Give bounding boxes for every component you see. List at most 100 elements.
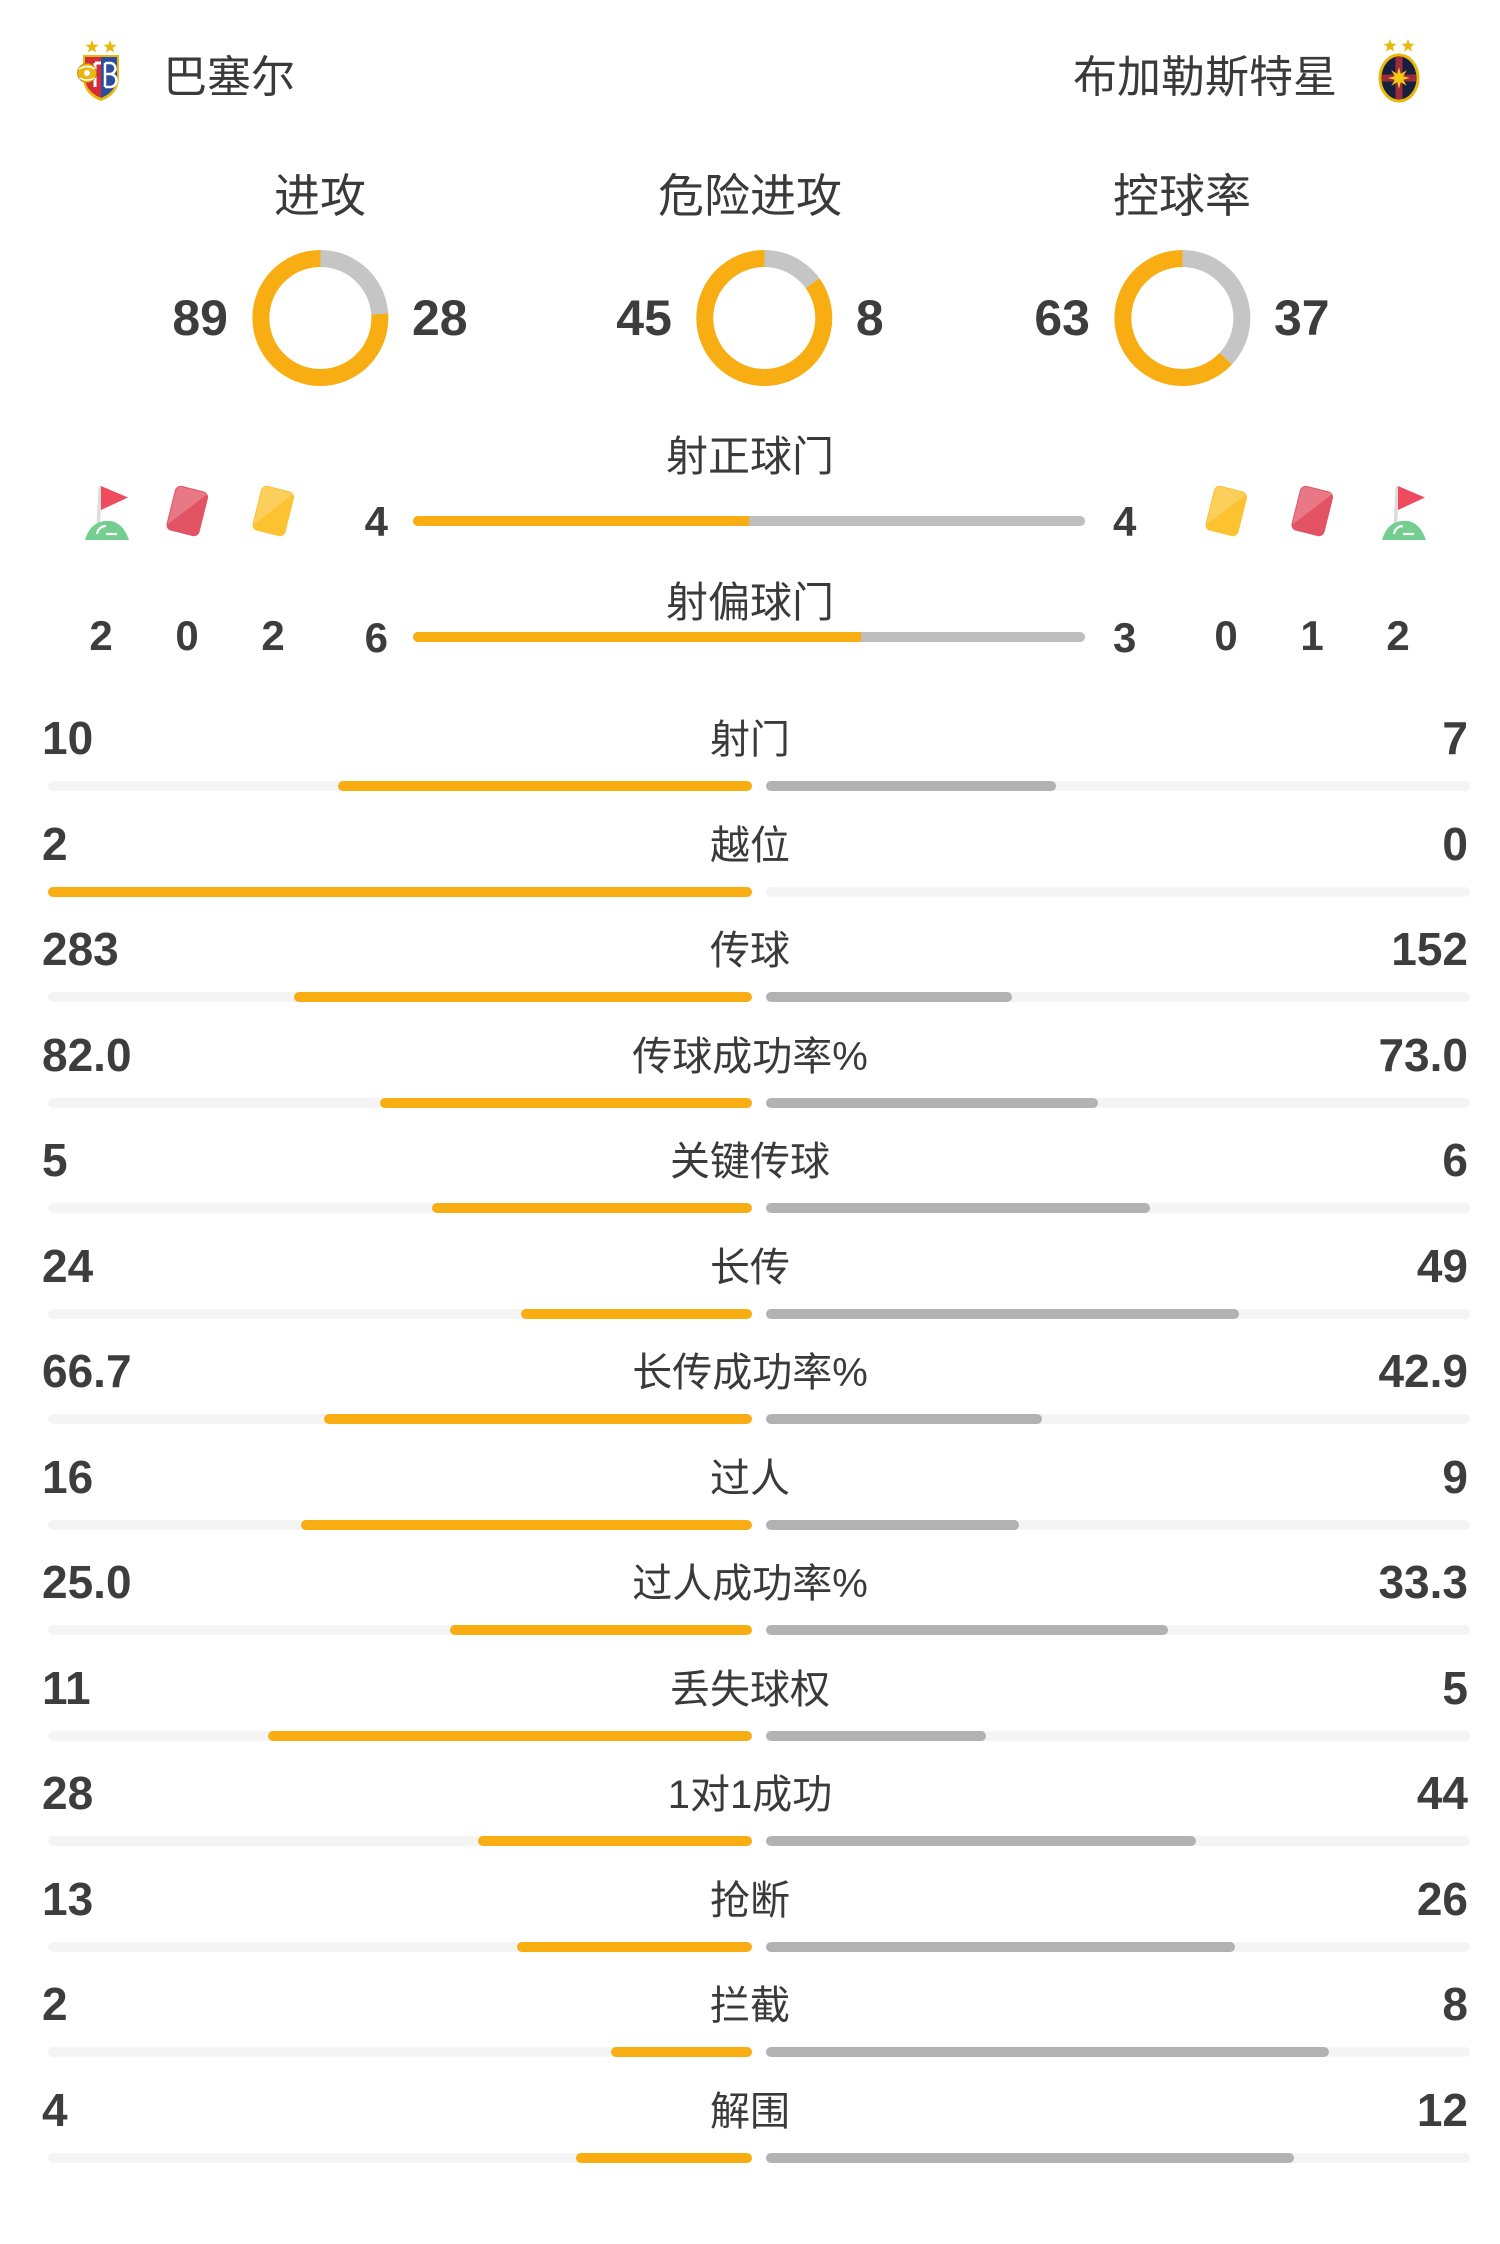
away-bar-track — [766, 1836, 1470, 1846]
away-bar-track — [766, 2153, 1470, 2163]
stat-label: 越位 — [710, 824, 790, 868]
away-team-name: 布加勒斯特星 — [1073, 53, 1337, 102]
stat-label: 过人成功率% — [632, 1562, 868, 1606]
stat-label: 关键传球 — [670, 1140, 830, 1184]
corner-flag-icon — [85, 486, 129, 540]
away-bar-track — [766, 1414, 1470, 1424]
home-bar-fill — [323, 1414, 752, 1424]
stat-away-value: 49 — [1416, 1240, 1468, 1292]
yellow-card-icon — [252, 485, 295, 537]
home-team-header: 巴塞尔 — [75, 39, 295, 106]
stat-away-value: 12 — [1416, 2084, 1468, 2136]
red-card-cell — [144, 482, 230, 542]
stat-label: 传球 — [710, 929, 790, 973]
stat-away-value: 0 — [1442, 818, 1468, 870]
stat-away-value: 33.3 — [1378, 1556, 1468, 1608]
donut-home-value: 63 — [1034, 290, 1090, 346]
away-bar-fill — [766, 2047, 1330, 2057]
stat-away-value: 9 — [1442, 1451, 1468, 1503]
stat-home-value: 82.0 — [42, 1029, 132, 1081]
stat-home-value: 66.7 — [42, 1345, 132, 1397]
home-bar-track — [48, 1520, 752, 1530]
donut-ring — [695, 250, 832, 386]
stat-row: 4 解围 12 — [0, 2072, 1500, 2178]
stat-away-value: 26 — [1416, 1873, 1468, 1925]
donut-possession: 控球率 63 37 — [1034, 170, 1330, 386]
home-bar-fill — [379, 1098, 752, 1108]
donut-away-value: 8 — [855, 290, 884, 346]
stat-away-value: 152 — [1391, 923, 1468, 975]
stat-home-value: 11 — [42, 1662, 91, 1714]
stat-label: 丢失球权 — [670, 1668, 830, 1712]
stat-away-value: 5 — [1442, 1662, 1468, 1714]
home-bar-track — [48, 992, 752, 1002]
home-bar-fill — [517, 1942, 752, 1952]
stat-label: 解围 — [710, 2090, 790, 2134]
away-bar-fill — [766, 1520, 1020, 1530]
stat-row: 10 射门 7 — [0, 700, 1500, 806]
stat-row: 16 过人 9 — [0, 1439, 1500, 1545]
shots-off-target-away-value: 3 — [1113, 614, 1137, 661]
corner-flag-cell — [58, 482, 144, 542]
stat-home-value: 2 — [42, 1978, 68, 2030]
away-bar-track — [766, 1203, 1470, 1213]
stat-away-value: 73.0 — [1378, 1029, 1468, 1081]
shots-on-target-home-value: 4 — [364, 498, 388, 545]
stat-row: 13 抢断 26 — [0, 1861, 1500, 1967]
away-red-card-count: 1 — [1300, 612, 1324, 659]
stat-away-value: 7 — [1442, 712, 1468, 764]
home-bar-track — [48, 1731, 752, 1741]
donut-row: 45 8 — [616, 250, 884, 386]
shots-off-target-home-value: 6 — [364, 614, 388, 661]
away-bar-track — [766, 781, 1470, 791]
home-bar-fill — [301, 1520, 752, 1530]
shots-on-target-home-segment — [413, 516, 749, 526]
donut-label: 控球率 — [1113, 170, 1251, 222]
home-bar-fill — [450, 1625, 752, 1635]
away-bar-fill — [766, 1309, 1239, 1319]
home-discipline-icons — [58, 482, 316, 542]
stat-label: 1对1成功 — [667, 1773, 833, 1817]
stat-row: 2 越位 0 — [0, 806, 1500, 912]
away-bar-fill — [766, 781, 1056, 791]
stat-away-value: 8 — [1442, 1978, 1468, 2030]
away-bar-fill — [766, 1625, 1169, 1635]
corner-flag-cell — [1355, 482, 1441, 542]
away-yellow-card-count: 0 — [1214, 612, 1238, 659]
shots-on-target-away-value: 4 — [1113, 498, 1137, 545]
donut-dangerous-attacks: 危险进攻 45 8 — [616, 170, 884, 386]
stat-home-value: 13 — [42, 1873, 94, 1925]
stat-home-value: 4 — [42, 2084, 68, 2136]
home-bar-track — [48, 2047, 752, 2057]
donut-row: 89 28 — [172, 250, 468, 386]
stat-row: 2 拦截 8 — [0, 1966, 1500, 2072]
away-bar-fill — [766, 1731, 986, 1741]
donut-label: 危险进攻 — [658, 170, 842, 222]
donut-attacks: 进攻 89 28 — [172, 170, 468, 386]
home-corner-flag-count: 2 — [89, 612, 113, 659]
away-bar-track — [766, 1625, 1470, 1635]
away-bar-fill — [766, 1836, 1197, 1846]
home-bar-track — [48, 887, 752, 897]
donut-home-value: 89 — [172, 290, 228, 346]
home-bar-fill — [337, 781, 752, 791]
home-yellow-card-count: 2 — [261, 612, 285, 659]
away-team-logo — [1373, 38, 1425, 108]
stat-row: 28 1对1成功 44 — [0, 1755, 1500, 1861]
away-bar-fill — [766, 1203, 1151, 1213]
yellow-card-cell — [230, 482, 316, 542]
away-bar-track — [766, 1942, 1470, 1952]
stat-away-value: 42.9 — [1378, 1345, 1468, 1397]
donut-ring — [252, 250, 388, 386]
donut-ring — [1114, 250, 1250, 386]
home-bar-fill — [268, 1731, 752, 1741]
away-bar-track — [766, 1098, 1470, 1108]
home-bar-track — [48, 1309, 752, 1319]
home-red-card-count: 0 — [175, 612, 199, 659]
star-icon — [103, 39, 117, 53]
away-bar-fill — [766, 2153, 1294, 2163]
corner-flag-icon — [1382, 486, 1426, 540]
stat-label: 过人 — [710, 1457, 790, 1501]
home-bar-track — [48, 1414, 752, 1424]
stat-row: 24 长传 49 — [0, 1228, 1500, 1334]
